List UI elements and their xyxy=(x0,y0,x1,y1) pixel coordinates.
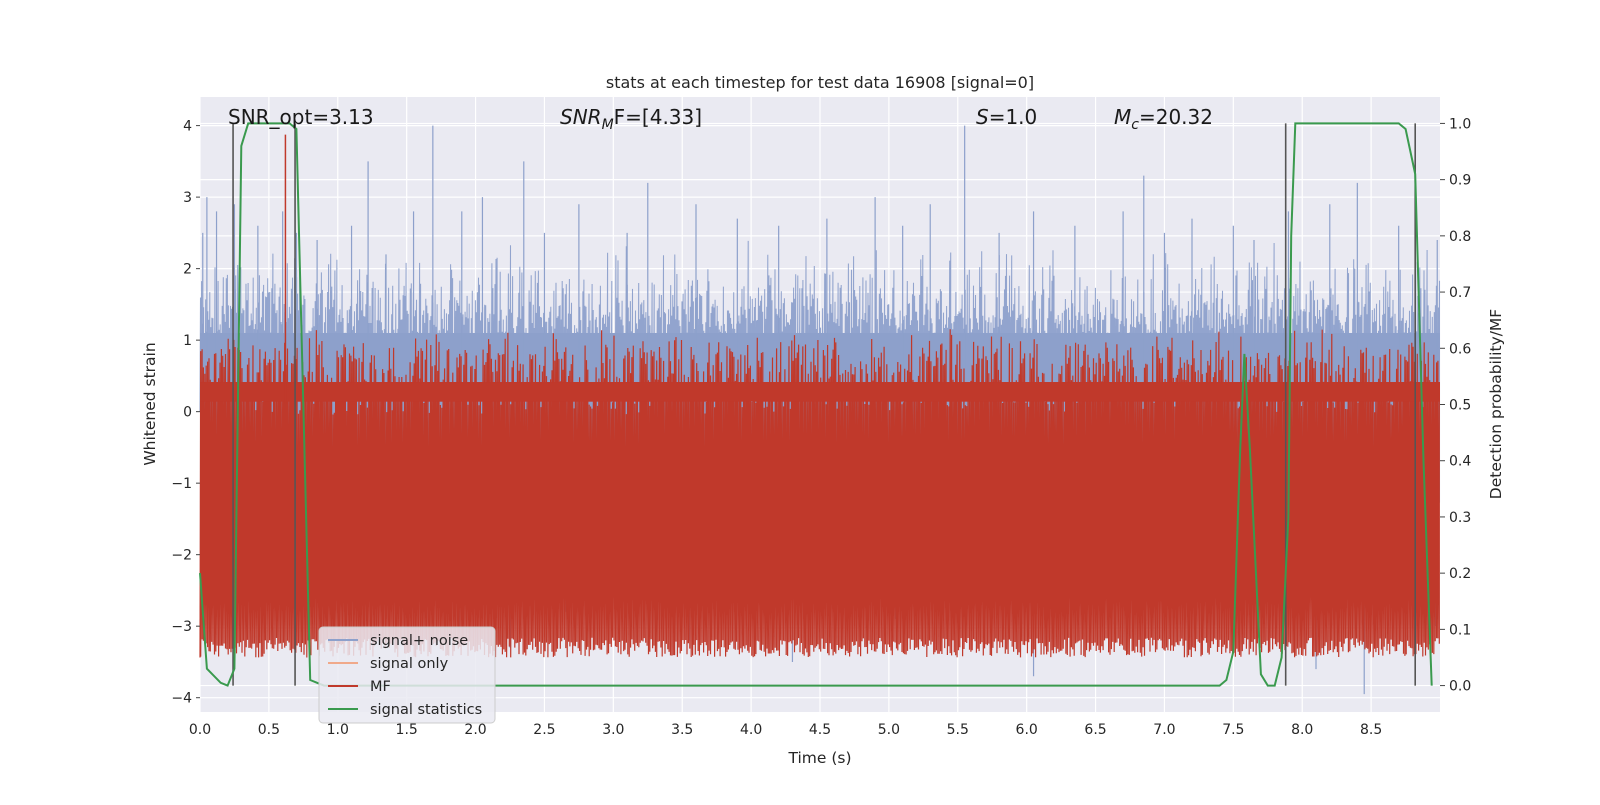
y-tick-label: 0 xyxy=(183,405,192,421)
y2-tick-label: 1.0 xyxy=(1449,116,1471,132)
y-tick-label: −3 xyxy=(171,619,192,635)
x-tick-label: 5.5 xyxy=(947,722,969,738)
y-tick-label: 1 xyxy=(183,333,192,349)
series-signal-statistics xyxy=(199,122,1433,687)
y-tick-label: −1 xyxy=(171,476,192,492)
x-tick-label: 2.0 xyxy=(464,722,486,738)
x-tick-label: 4.5 xyxy=(809,722,831,738)
chart-title: stats at each timestep for test data 169… xyxy=(606,73,1034,92)
x-tick-label: 3.5 xyxy=(671,722,693,738)
y-axis-ticks: 4 3 2 1 0 −1 −2 −3 −4 xyxy=(171,119,200,707)
y2-axis-ticks: 1.0 0.9 0.8 0.7 0.6 0.5 0.4 0.3 0.2 0.1 0.0 xyxy=(1440,116,1471,695)
snr-mf-sub: M xyxy=(602,117,614,133)
s-rest: =1.0 xyxy=(989,105,1038,129)
y-tick-label: 3 xyxy=(183,190,192,206)
y2-tick-label: 0.0 xyxy=(1449,679,1471,695)
y2-axis-label: Detection probability/MF xyxy=(1487,309,1505,500)
legend: signal+ noise signal only MF signal stat… xyxy=(318,626,496,724)
legend-label-mf: MF xyxy=(370,679,391,695)
y-tick-label: 4 xyxy=(183,119,192,135)
s-italic: S xyxy=(976,105,989,129)
x-tick-label: 0.5 xyxy=(258,722,280,738)
mc-rest: =20.32 xyxy=(1139,105,1213,129)
y2-tick-label: 0.5 xyxy=(1449,398,1471,414)
x-axis-label: Time (s) xyxy=(787,749,851,767)
annotation-snr-mf: SNRMF=[4.33] xyxy=(560,105,702,133)
x-tick-label: 0.0 xyxy=(189,722,211,738)
signal-statistics-line xyxy=(199,122,1433,687)
snr-mf-main: SNR xyxy=(560,105,602,129)
x-tick-label: 8.5 xyxy=(1360,722,1382,738)
legend-label-signal-only: signal only xyxy=(370,656,449,672)
x-tick-label: 5.0 xyxy=(878,722,900,738)
x-tick-label: 1.5 xyxy=(396,722,418,738)
annotation-mc: Mc=20.32 xyxy=(1114,105,1213,133)
y-axis-label: Whitened strain xyxy=(141,342,159,465)
snr-mf-rest: F=[4.33] xyxy=(614,105,702,129)
x-tick-label: 4.0 xyxy=(740,722,762,738)
y2-tick-label: 0.1 xyxy=(1449,622,1471,638)
vertical-markers xyxy=(232,123,1416,686)
legend-box xyxy=(318,626,496,724)
y2-tick-label: 0.2 xyxy=(1449,566,1471,582)
y2-tick-label: 0.6 xyxy=(1449,341,1471,357)
mf-core xyxy=(200,382,1440,402)
x-tick-label: 3.0 xyxy=(602,722,624,738)
y2-tick-label: 0.8 xyxy=(1449,229,1471,245)
x-tick-label: 7.5 xyxy=(1222,722,1244,738)
mc-sub: c xyxy=(1131,117,1139,133)
x-axis-ticks: 0.0 0.5 1.0 1.5 2.0 2.5 3.0 3.5 4.0 4.5 5.0 5.5 6.0 6… xyxy=(189,722,1382,738)
y-tick-label: −2 xyxy=(171,548,192,564)
annotation-s: S=1.0 xyxy=(976,105,1037,129)
y2-tick-label: 0.4 xyxy=(1449,454,1471,470)
y-tick-label: 2 xyxy=(183,262,192,278)
x-tick-label: 2.5 xyxy=(533,722,555,738)
y2-tick-label: 0.3 xyxy=(1449,510,1471,526)
legend-label-signal-statistics: signal statistics xyxy=(370,702,482,718)
mc-main: M xyxy=(1114,105,1131,129)
annotation-snr-opt: SNR_opt=3.13 xyxy=(228,105,374,129)
legend-label-signal-noise: signal+ noise xyxy=(370,633,468,649)
y2-tick-label: 0.9 xyxy=(1449,173,1471,189)
x-tick-label: 6.0 xyxy=(1016,722,1038,738)
y-tick-label: −4 xyxy=(171,691,192,707)
y2-tick-label: 0.7 xyxy=(1449,285,1471,301)
x-tick-label: 8.0 xyxy=(1291,722,1313,738)
x-tick-label: 7.0 xyxy=(1153,722,1175,738)
x-tick-label: 1.0 xyxy=(327,722,349,738)
x-tick-label: 6.5 xyxy=(1084,722,1106,738)
